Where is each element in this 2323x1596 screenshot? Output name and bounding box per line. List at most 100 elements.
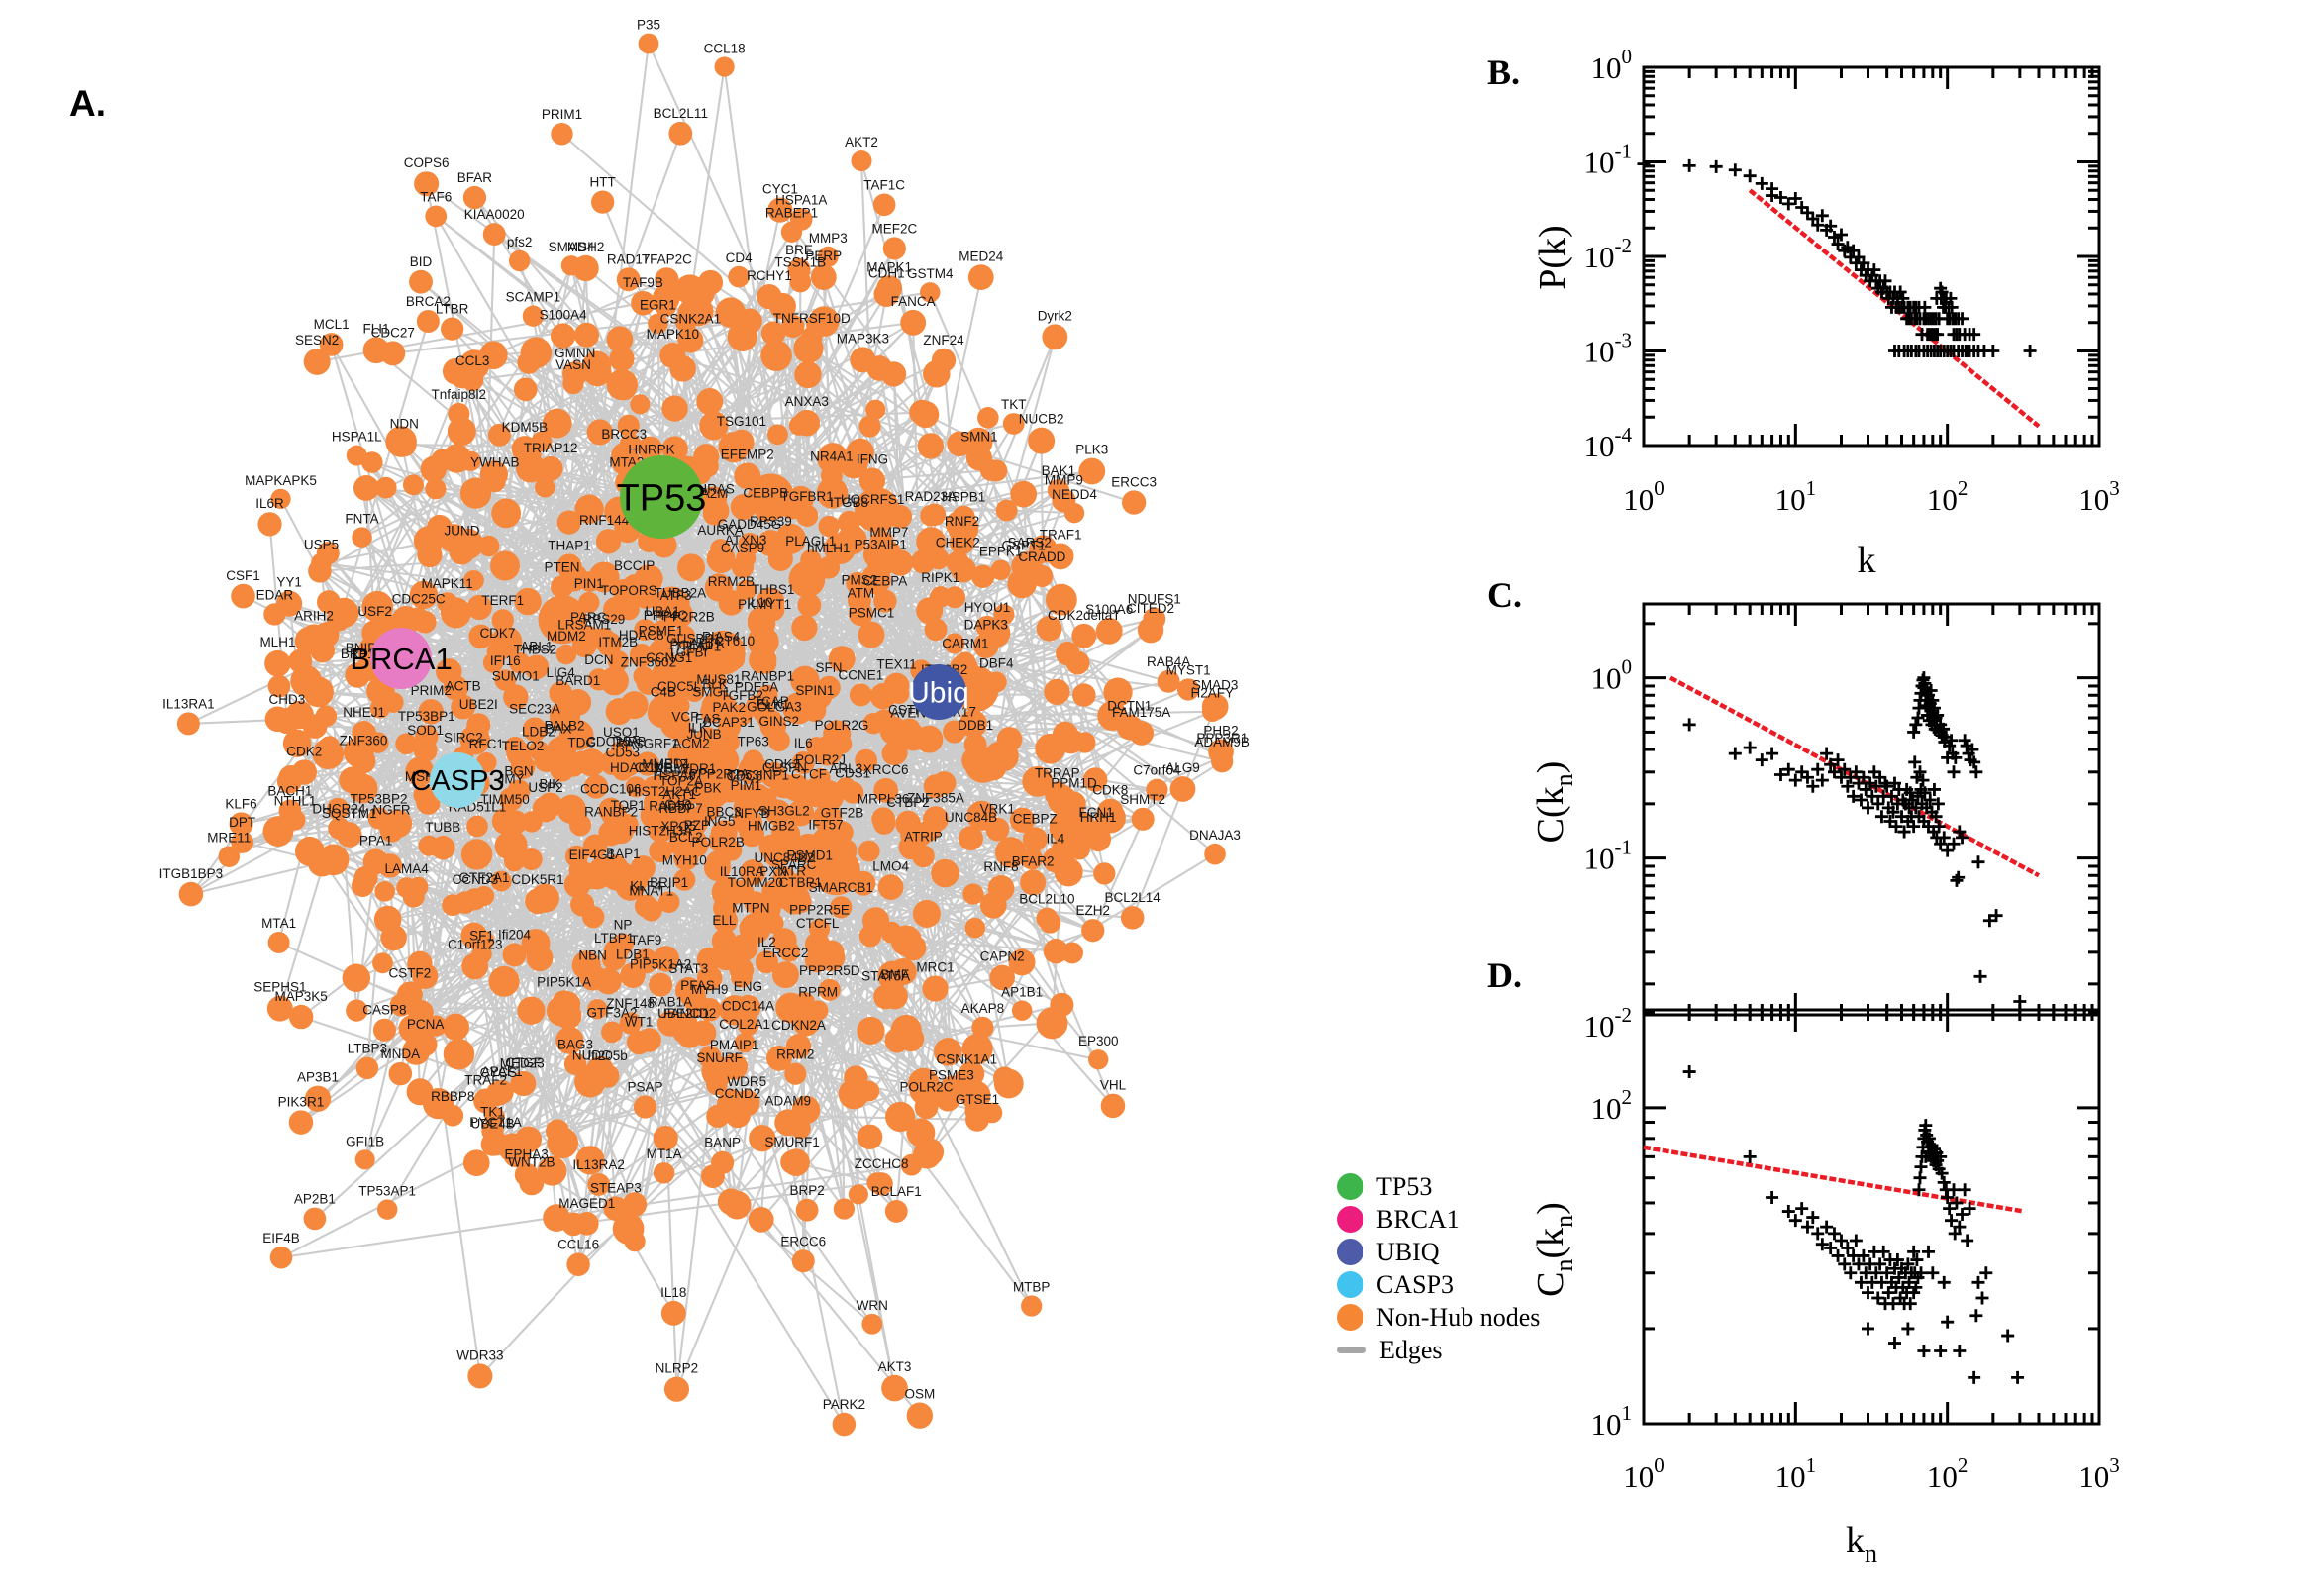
network-node[interactable] <box>818 515 840 538</box>
network-node[interactable] <box>315 705 338 728</box>
network-node[interactable] <box>731 556 755 579</box>
network-node[interactable] <box>993 604 1015 626</box>
network-node[interactable] <box>1061 942 1083 964</box>
network-node[interactable] <box>781 314 805 339</box>
network-node[interactable] <box>267 674 291 698</box>
network-node[interactable] <box>760 340 792 372</box>
network-node[interactable] <box>1051 836 1079 863</box>
network-node[interactable] <box>270 488 291 510</box>
network-node[interactable] <box>1047 478 1069 502</box>
network-node[interactable] <box>709 746 740 776</box>
network-node[interactable] <box>372 1018 396 1042</box>
network-node[interactable] <box>1053 593 1074 616</box>
network-node[interactable] <box>873 589 897 613</box>
network-node[interactable] <box>858 621 885 648</box>
network-node[interactable] <box>514 587 542 616</box>
network-node[interactable] <box>582 834 608 859</box>
network-node[interactable] <box>866 355 893 381</box>
network-node[interactable] <box>809 918 831 940</box>
network-node[interactable] <box>1095 802 1126 834</box>
network-node[interactable] <box>699 411 729 441</box>
network-node[interactable] <box>849 683 872 707</box>
network-node[interactable] <box>517 350 541 374</box>
network-node[interactable] <box>979 458 1002 481</box>
network-node[interactable] <box>600 666 629 696</box>
network-node[interactable] <box>653 586 690 624</box>
network-node[interactable] <box>1035 733 1065 764</box>
network-node[interactable] <box>459 724 491 755</box>
network-node[interactable] <box>569 814 592 837</box>
network-node[interactable] <box>556 644 577 665</box>
network-node[interactable] <box>661 395 688 422</box>
network-node[interactable] <box>482 652 504 673</box>
network-node[interactable] <box>538 455 563 481</box>
network-node[interactable] <box>614 378 636 401</box>
network-node[interactable] <box>504 736 526 758</box>
network-node[interactable] <box>571 950 601 980</box>
network-node[interactable] <box>944 633 965 654</box>
network-node[interactable] <box>782 692 815 725</box>
network-node[interactable] <box>503 684 529 710</box>
network-node[interactable] <box>669 355 696 382</box>
network-node[interactable] <box>513 377 538 402</box>
network-node[interactable] <box>460 839 493 870</box>
network-node[interactable] <box>1044 678 1070 706</box>
network-node[interactable] <box>402 885 425 908</box>
network-node[interactable] <box>587 999 608 1020</box>
network-node[interactable] <box>176 712 200 736</box>
network-node[interactable] <box>229 812 253 837</box>
network-node[interactable] <box>1157 669 1180 693</box>
network-node[interactable] <box>700 486 728 513</box>
network-node[interactable] <box>923 359 951 388</box>
network-node[interactable] <box>354 1149 375 1170</box>
network-node[interactable] <box>559 563 588 592</box>
network-node[interactable] <box>1064 810 1096 842</box>
network-node[interactable] <box>346 999 368 1022</box>
network-node[interactable] <box>586 419 613 446</box>
network-node[interactable] <box>514 1162 539 1187</box>
network-node[interactable] <box>848 1184 868 1205</box>
network-node[interactable] <box>673 625 696 648</box>
network-node[interactable] <box>554 991 581 1018</box>
network-node[interactable] <box>535 477 556 498</box>
network-node[interactable] <box>374 881 395 902</box>
network-node[interactable] <box>1081 919 1105 943</box>
network-node[interactable] <box>1029 535 1058 563</box>
network-node[interactable] <box>372 952 393 974</box>
network-node[interactable] <box>818 940 845 966</box>
network-node[interactable] <box>631 290 656 316</box>
network-node[interactable] <box>684 297 714 327</box>
network-node[interactable] <box>857 1016 885 1046</box>
network-node[interactable] <box>385 426 417 457</box>
network-node[interactable] <box>462 185 487 210</box>
network-node[interactable] <box>353 475 379 501</box>
network-node[interactable] <box>846 571 869 595</box>
network-node[interactable] <box>303 1207 327 1231</box>
network-node[interactable] <box>885 1101 916 1133</box>
network-node[interactable] <box>1072 683 1096 707</box>
network-node[interactable] <box>474 930 495 950</box>
network-node[interactable] <box>354 865 378 890</box>
network-node[interactable] <box>269 1246 293 1269</box>
network-node[interactable] <box>828 646 856 673</box>
network-node[interactable] <box>767 424 788 446</box>
network-node[interactable] <box>490 870 512 892</box>
network-node[interactable] <box>441 317 464 341</box>
network-node[interactable] <box>793 833 824 864</box>
network-node[interactable] <box>736 579 757 601</box>
network-node[interactable] <box>1028 427 1056 454</box>
network-node[interactable] <box>545 1119 570 1144</box>
network-node[interactable] <box>958 826 983 851</box>
network-node[interactable] <box>1100 1093 1126 1119</box>
network-node[interactable] <box>467 1363 493 1389</box>
network-node[interactable] <box>719 995 751 1026</box>
network-node[interactable] <box>696 965 723 991</box>
network-node[interactable] <box>377 853 403 878</box>
network-node[interactable] <box>1176 678 1200 701</box>
network-node[interactable] <box>890 925 922 956</box>
network-node[interactable] <box>560 255 582 276</box>
network-node[interactable] <box>257 512 282 537</box>
network-node[interactable] <box>549 700 581 732</box>
network-node[interactable] <box>882 237 906 260</box>
network-node[interactable] <box>603 939 629 964</box>
